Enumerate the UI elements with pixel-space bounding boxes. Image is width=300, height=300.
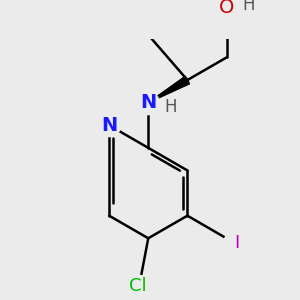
Text: N: N xyxy=(101,116,117,135)
Text: H: H xyxy=(164,98,176,116)
Text: O: O xyxy=(219,0,234,17)
Text: Cl: Cl xyxy=(129,277,146,295)
Text: I: I xyxy=(234,234,239,252)
Text: N: N xyxy=(140,93,156,112)
Polygon shape xyxy=(148,76,190,103)
Text: H: H xyxy=(242,0,255,14)
